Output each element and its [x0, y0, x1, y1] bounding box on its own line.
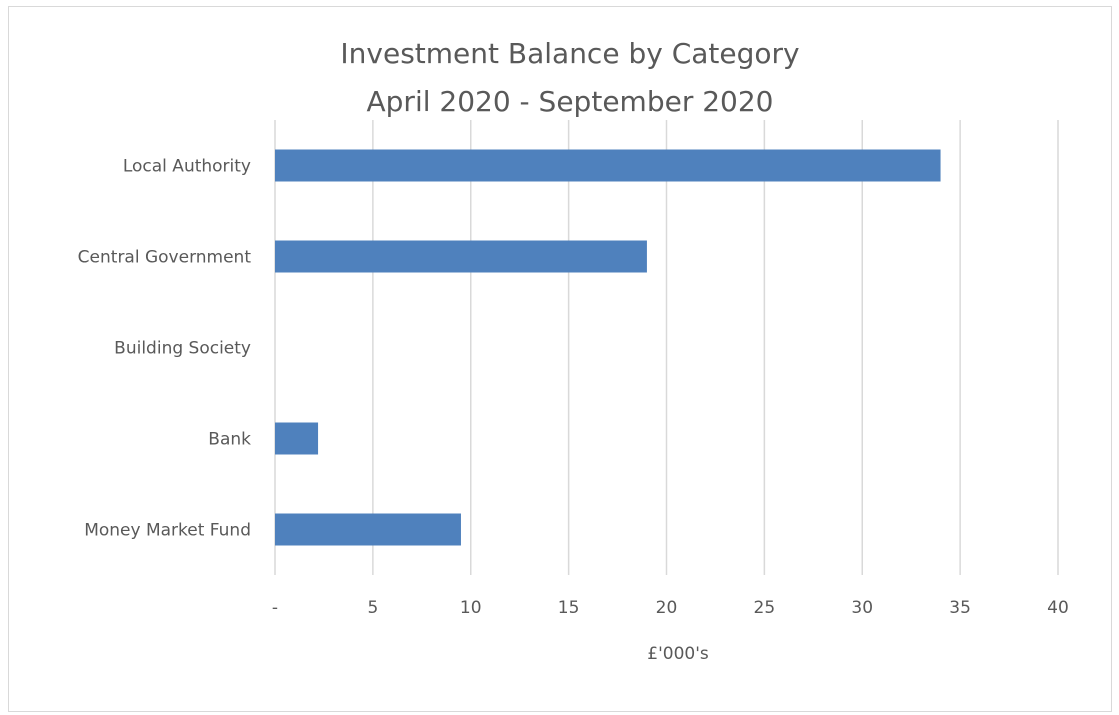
chart-frame — [8, 6, 1112, 712]
x-tick-label: 40 — [1047, 598, 1069, 618]
chart-title: Investment Balance by Category April 202… — [340, 37, 799, 118]
category-label: Bank — [208, 430, 251, 450]
category-label: Central Government — [78, 248, 252, 268]
x-tick-label: 5 — [367, 598, 378, 618]
chart-title-line-1: Investment Balance by Category — [340, 37, 799, 70]
x-tick-label: 10 — [460, 598, 482, 618]
bar — [275, 149, 941, 182]
x-tick-label: 20 — [656, 598, 678, 618]
x-tick-label: - — [272, 598, 278, 618]
category-label: Building Society — [114, 339, 251, 359]
category-label: Money Market Fund — [84, 521, 251, 541]
category-labels: Local Authority Central Government Buildin… — [78, 157, 252, 541]
chart-title-line-2: April 2020 - September 2020 — [367, 85, 774, 118]
category-label: Local Authority — [123, 157, 251, 177]
x-tick-labels: - 5 10 15 20 25 30 35 40 — [272, 598, 1069, 618]
x-tick-label: 15 — [558, 598, 580, 618]
x-tick-label: 35 — [949, 598, 971, 618]
bars — [275, 149, 941, 546]
bar — [275, 240, 647, 273]
bar — [275, 422, 319, 455]
x-tick-label: 25 — [754, 598, 776, 618]
x-tick-label: 30 — [851, 598, 873, 618]
x-axis-title: £'000's — [647, 644, 709, 664]
gridlines — [274, 120, 1059, 575]
bar — [275, 513, 461, 546]
